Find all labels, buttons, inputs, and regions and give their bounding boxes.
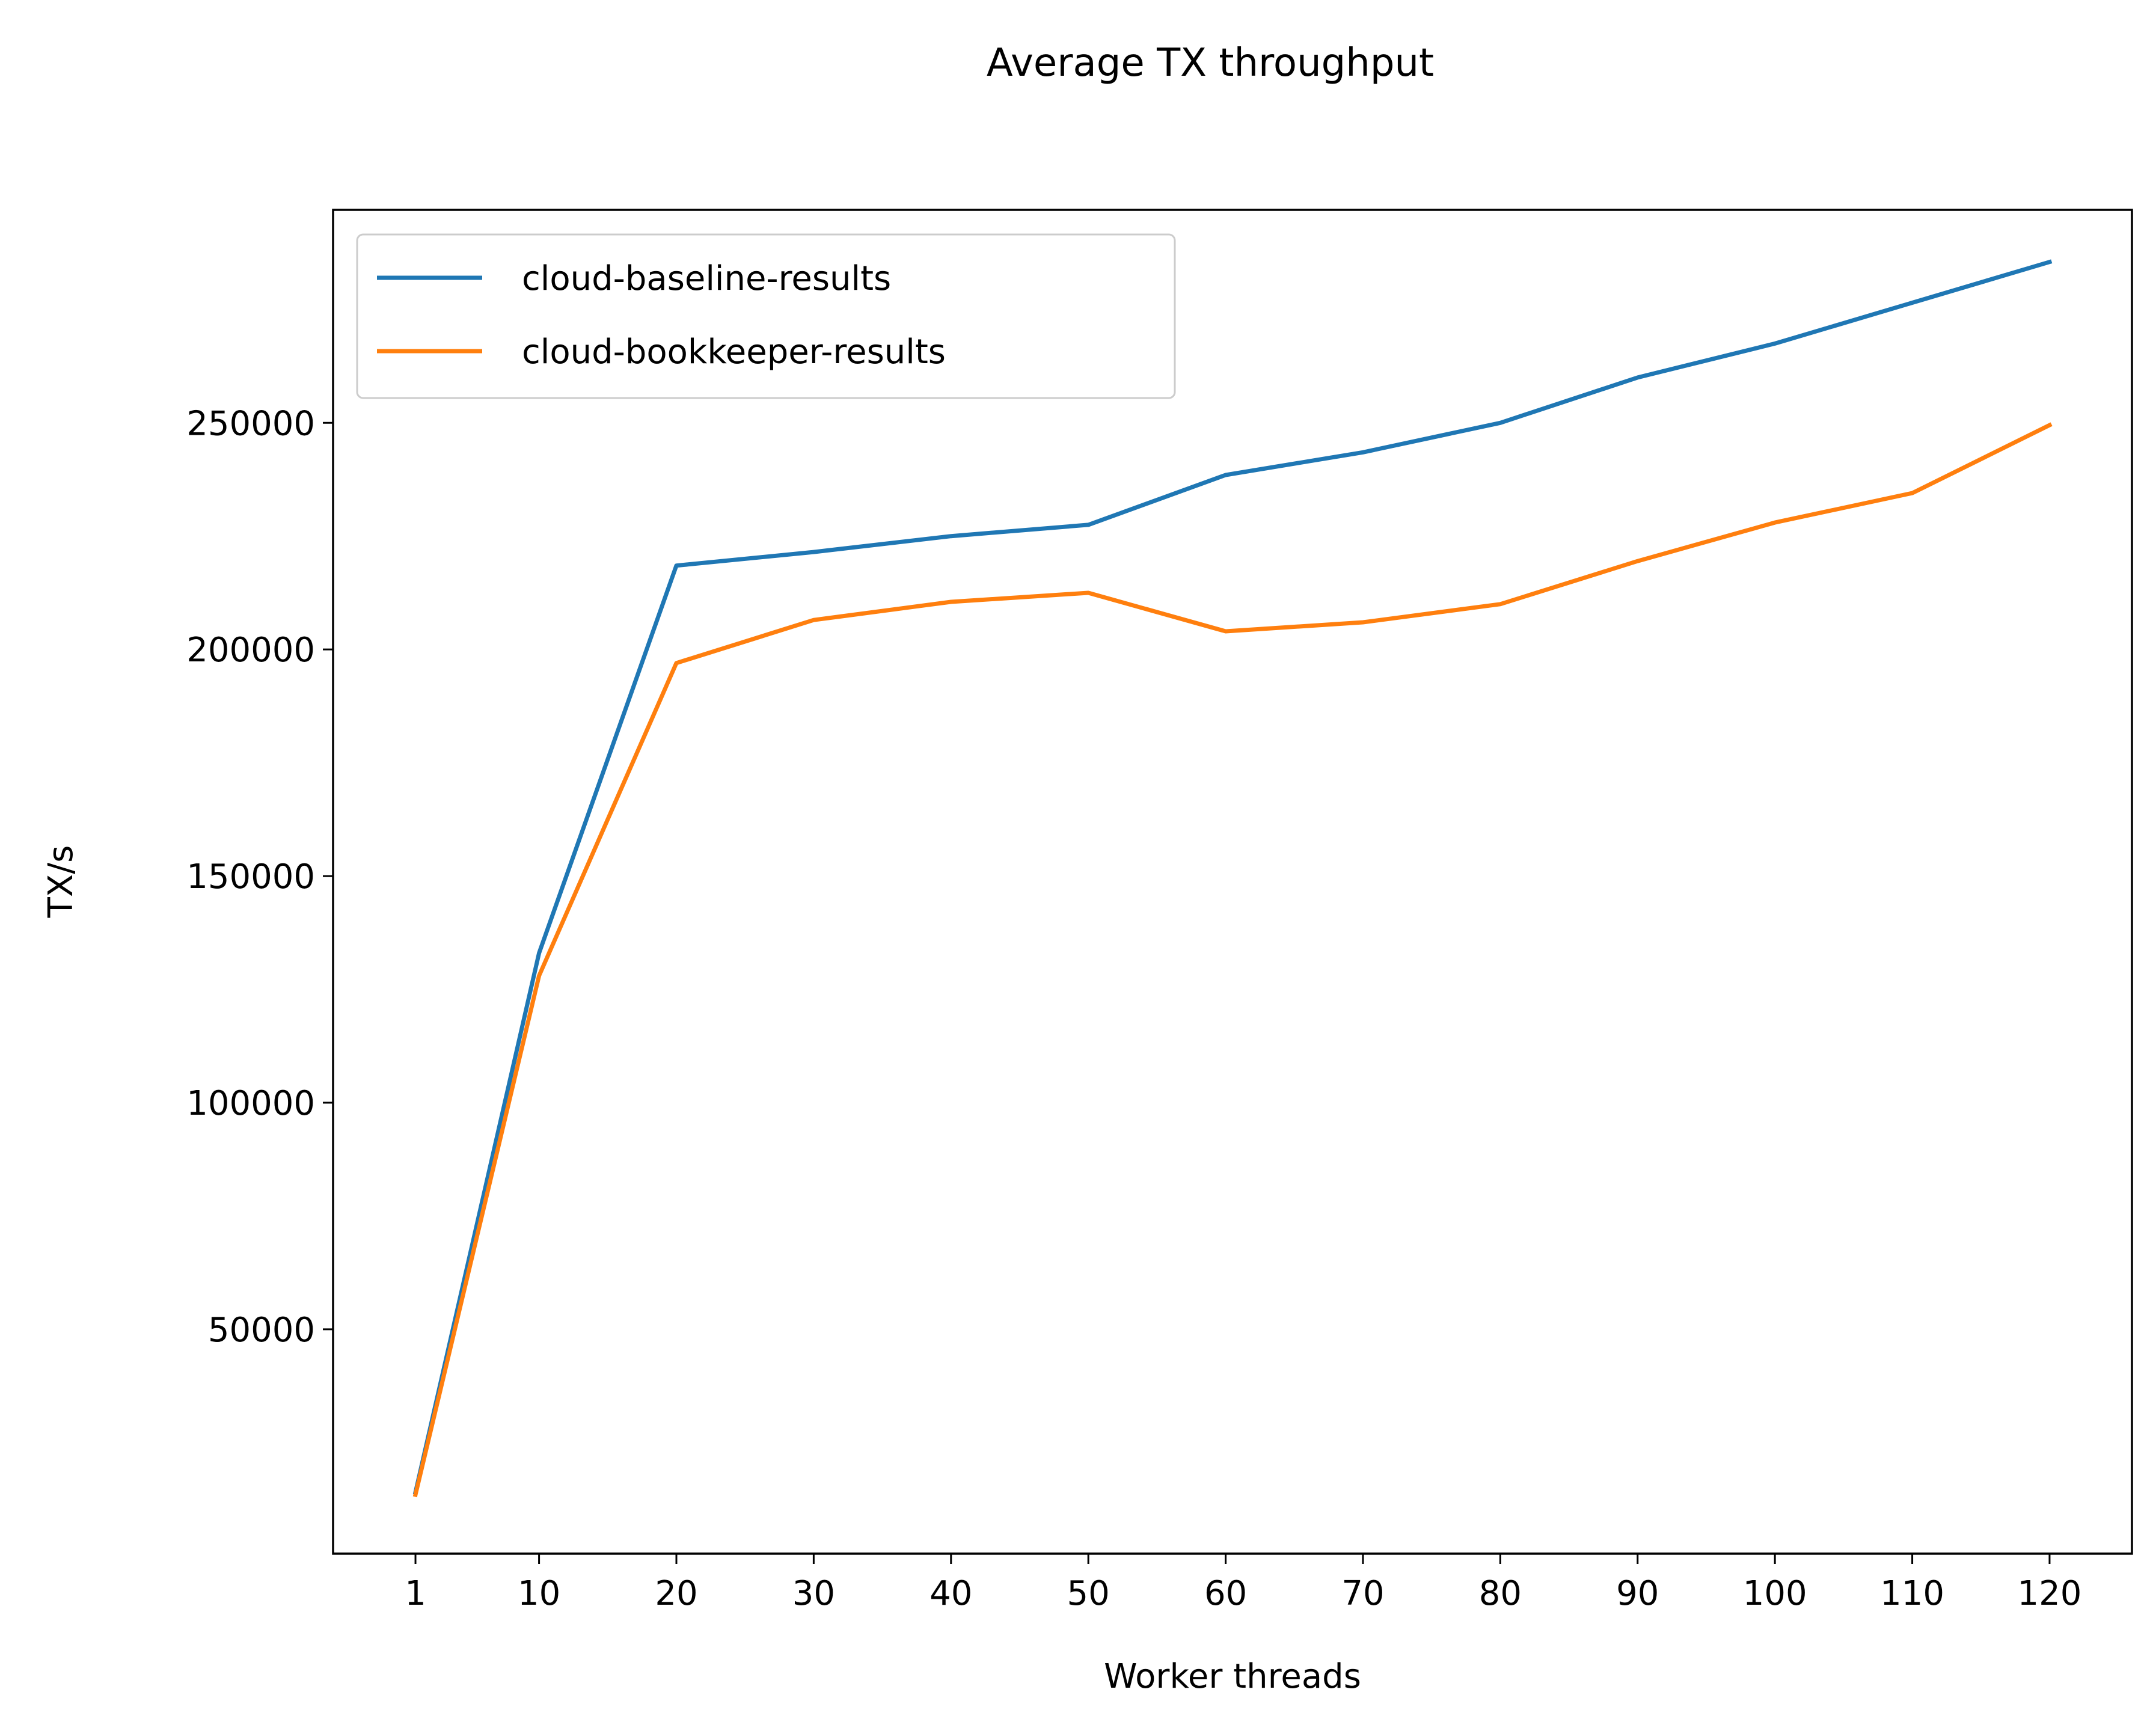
plot-frame — [332, 209, 2133, 1555]
x-tick-label: 40 — [929, 1574, 972, 1613]
x-tick-label: 80 — [1479, 1574, 1522, 1613]
x-tick-label: 70 — [1341, 1574, 1384, 1613]
x-tick-label: 90 — [1616, 1574, 1659, 1613]
y-axis-ticks: 50000 100000 150000 200000 250000 — [186, 404, 333, 1350]
y-tick-label: 100000 — [186, 1084, 315, 1123]
x-tick-label: 60 — [1204, 1574, 1247, 1613]
x-axis-label: Worker threads — [1104, 1657, 1361, 1696]
legend-box — [356, 233, 1176, 399]
x-tick-label: 30 — [792, 1574, 835, 1613]
x-tick-label: 100 — [1743, 1574, 1807, 1613]
y-tick-label: 150000 — [186, 857, 315, 896]
x-tick-label: 1 — [405, 1574, 426, 1613]
legend-entries: cloud-baseline-results cloud-bookkeeper-r… — [377, 259, 946, 372]
y-tick-label: 250000 — [186, 404, 315, 443]
series-line-1 — [412, 259, 2053, 1495]
x-tick-label: 50 — [1067, 1574, 1110, 1613]
x-tick-label: 120 — [2018, 1574, 2082, 1613]
y-tick-label: 50000 — [208, 1311, 315, 1350]
legend-label: cloud-baseline-results — [522, 259, 891, 298]
x-axis-ticks: 1 10 20 30 40 50 60 70 80 90 100 110 120 — [405, 1554, 2081, 1613]
x-tick-label: 110 — [1880, 1574, 1944, 1613]
y-tick-label: 200000 — [186, 631, 315, 670]
legend-label: cloud-bookkeeper-results — [522, 332, 946, 372]
x-tick-label: 20 — [655, 1574, 697, 1613]
x-tick-label: 10 — [518, 1574, 560, 1613]
chart-title: Average TX throughput — [987, 41, 1434, 85]
y-axis-label: TX/s — [41, 845, 81, 919]
legend: cloud-baseline-results cloud-bookkeeper-r… — [356, 233, 1176, 399]
series-layer — [412, 259, 2053, 1498]
